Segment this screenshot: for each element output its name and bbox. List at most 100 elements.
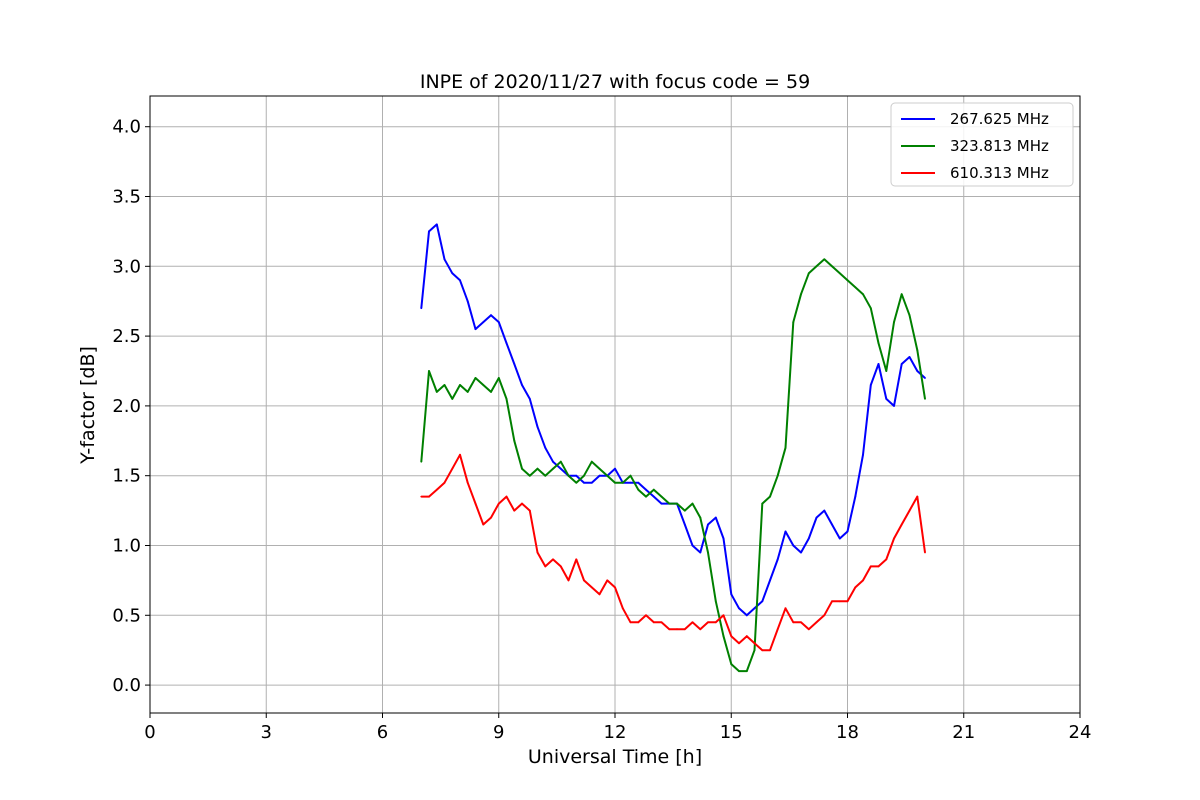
data-point bbox=[544, 446, 547, 449]
data-point bbox=[730, 635, 733, 638]
data-point bbox=[823, 258, 826, 261]
x-tick-label: 3 bbox=[261, 722, 272, 743]
data-point bbox=[916, 349, 919, 351]
data-point bbox=[443, 481, 446, 484]
data-point bbox=[776, 474, 779, 477]
data-point bbox=[645, 495, 647, 498]
data-point bbox=[490, 391, 492, 393]
data-point bbox=[660, 621, 663, 624]
x-tick-label: 21 bbox=[952, 722, 975, 743]
data-point bbox=[614, 586, 616, 589]
legend-entry-label: 323.813 MHz bbox=[950, 137, 1049, 155]
data-point bbox=[474, 377, 477, 379]
y-tick-label: 2.5 bbox=[112, 326, 141, 347]
data-point bbox=[660, 495, 663, 498]
data-point bbox=[776, 558, 779, 561]
data-point bbox=[838, 272, 841, 275]
data-point bbox=[900, 363, 903, 365]
data-point bbox=[815, 516, 818, 519]
data-point bbox=[877, 363, 880, 365]
data-point bbox=[575, 474, 578, 477]
y-tick-label: 2.0 bbox=[112, 396, 141, 417]
data-point bbox=[528, 474, 531, 477]
data-point bbox=[497, 377, 500, 379]
data-point bbox=[885, 398, 888, 400]
data-point bbox=[916, 370, 919, 372]
data-point bbox=[544, 474, 547, 477]
data-point bbox=[544, 565, 547, 568]
data-point bbox=[784, 446, 787, 449]
data-point bbox=[815, 265, 818, 268]
x-tick-label: 15 bbox=[720, 722, 743, 743]
data-point bbox=[598, 593, 601, 596]
data-point bbox=[466, 391, 469, 393]
data-point bbox=[869, 384, 872, 386]
data-point bbox=[466, 481, 469, 484]
data-point bbox=[869, 565, 872, 568]
data-point bbox=[598, 474, 601, 477]
data-point bbox=[451, 467, 454, 470]
data-point bbox=[497, 321, 500, 323]
data-point bbox=[683, 628, 686, 631]
data-point bbox=[606, 579, 609, 582]
series-line bbox=[421, 453, 926, 652]
data-point bbox=[559, 460, 562, 463]
data-point bbox=[815, 621, 818, 624]
data-point bbox=[590, 481, 593, 484]
data-point bbox=[420, 495, 423, 498]
y-tick-label: 1.0 bbox=[112, 535, 141, 556]
data-point bbox=[699, 516, 702, 519]
data-point bbox=[505, 398, 508, 400]
x-tick-label: 18 bbox=[836, 722, 859, 743]
data-point bbox=[745, 614, 748, 617]
data-point bbox=[552, 467, 554, 470]
data-point bbox=[862, 453, 864, 456]
data-point bbox=[428, 370, 430, 372]
data-point bbox=[807, 628, 810, 631]
data-point bbox=[497, 502, 500, 505]
data-point bbox=[428, 495, 430, 498]
data-point bbox=[784, 530, 787, 533]
data-point bbox=[459, 279, 461, 282]
x-tick-label: 6 bbox=[377, 722, 388, 743]
data-point bbox=[823, 509, 826, 512]
data-point bbox=[490, 516, 492, 519]
series-1 bbox=[420, 258, 926, 673]
data-point bbox=[614, 481, 616, 484]
data-point bbox=[838, 600, 841, 603]
legend: 267.625 MHz 323.813 MHz 610.313 MHz bbox=[890, 102, 1074, 187]
data-point bbox=[800, 551, 802, 554]
data-point bbox=[590, 586, 593, 589]
data-point bbox=[707, 621, 709, 624]
data-point bbox=[707, 523, 709, 526]
data-point bbox=[598, 467, 601, 470]
data-point bbox=[668, 502, 671, 505]
data-point bbox=[683, 509, 686, 512]
data-point bbox=[652, 488, 655, 491]
data-point bbox=[567, 474, 570, 477]
data-point bbox=[652, 495, 655, 498]
data-point bbox=[629, 481, 632, 484]
data-point bbox=[908, 356, 911, 358]
data-point bbox=[691, 621, 694, 624]
data-point bbox=[482, 523, 485, 526]
y-tick-label: 3.5 bbox=[112, 187, 141, 208]
data-point bbox=[466, 300, 469, 303]
data-point bbox=[800, 621, 802, 624]
data-point bbox=[730, 663, 733, 665]
data-point bbox=[714, 600, 717, 603]
data-point bbox=[800, 293, 802, 296]
data-point bbox=[552, 460, 554, 463]
x-tick-label: 9 bbox=[493, 722, 504, 743]
data-point bbox=[451, 398, 454, 400]
data-point bbox=[660, 502, 663, 505]
data-point bbox=[552, 558, 554, 561]
data-point bbox=[707, 551, 709, 554]
data-point bbox=[482, 321, 485, 323]
data-point bbox=[745, 635, 748, 638]
data-point bbox=[513, 439, 516, 442]
data-point bbox=[854, 586, 857, 589]
legend-entry-label: 610.313 MHz bbox=[950, 164, 1049, 182]
data-point bbox=[482, 384, 485, 386]
data-point bbox=[722, 635, 725, 638]
